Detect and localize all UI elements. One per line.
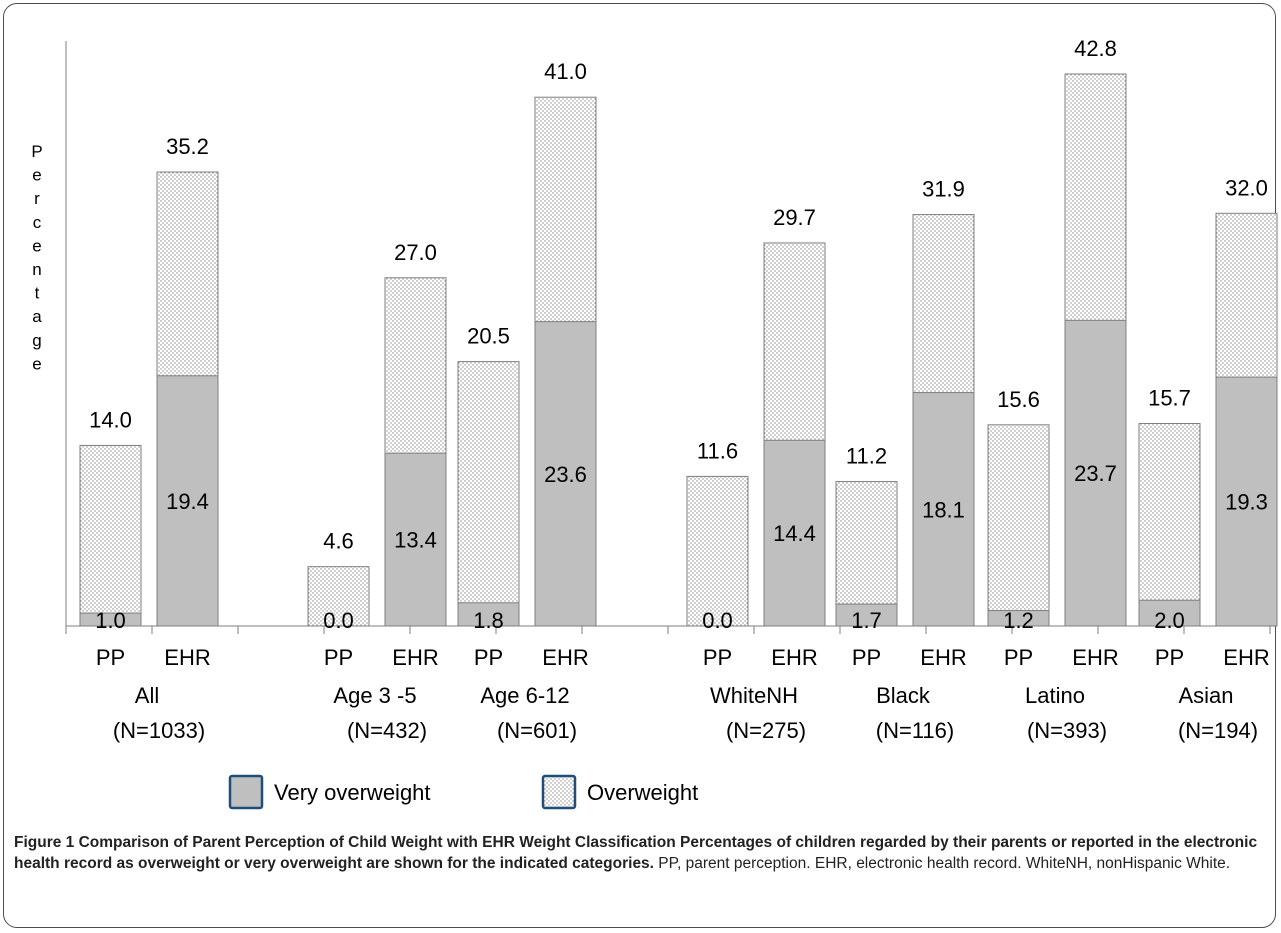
data-label-very-overweight: 0.0 [702, 608, 733, 633]
chart-bars [79, 73, 1278, 627]
group-label: WhiteNH [710, 683, 798, 708]
bar-overweight-latino-pp [987, 424, 1050, 627]
bar-very-overweight-age-3--5-ehr [384, 452, 447, 627]
legend-label: Overweight [587, 780, 698, 805]
data-label-total: 35.2 [166, 134, 209, 159]
data-label-total: 11.2 [846, 444, 887, 469]
x-tick-label: PP [703, 645, 732, 670]
figure-caption: Figure 1 Comparison of Parent Perception… [14, 832, 1266, 874]
caption-title: Figure 1 Comparison of Parent Perception… [14, 834, 1258, 872]
group-label: Latino [1025, 683, 1085, 708]
chart-labels: 14.01.0PP35.219.4EHRAll(N=1033)4.60.0PP2… [89, 36, 1270, 743]
group-n-label: (N=275) [726, 718, 806, 743]
legend-swatch-very-overweight [228, 774, 264, 810]
bar-overweight-all-pp [79, 444, 142, 627]
group-n-label: (N=393) [1027, 718, 1107, 743]
bar-very-overweight-black-pp [835, 603, 898, 627]
x-tick-label: PP [1004, 645, 1033, 670]
y-axis-label-letter: c [33, 213, 42, 232]
data-label-total: 29.7 [773, 205, 816, 230]
y-axis-label-letter: e [32, 236, 41, 255]
y-axis-label-letter: P [31, 142, 42, 161]
chart-legend: Very overweight Overweight [228, 774, 698, 810]
data-label-total: 42.8 [1074, 36, 1117, 61]
bar-very-overweight-age-6-12-pp [457, 602, 520, 627]
x-tick-label: EHR [164, 645, 210, 670]
x-tick-label: EHR [1072, 645, 1118, 670]
group-label: Age 6-12 [480, 683, 569, 708]
data-label-very-overweight: 14.4 [773, 521, 816, 546]
bar-overweight-age-6-12-pp [457, 361, 520, 627]
group-n-label: (N=194) [1178, 718, 1258, 743]
bar-very-overweight-black-ehr [912, 392, 975, 627]
x-tick-label: EHR [920, 645, 966, 670]
bar-very-overweight-age-6-12-ehr [534, 321, 597, 627]
bar-overweight-black-pp [835, 481, 898, 627]
bar-overweight-asian-pp [1138, 423, 1201, 627]
y-axis-label-letter: e [32, 354, 41, 373]
y-axis-label-letter: e [32, 166, 41, 185]
x-tick-label: PP [852, 645, 881, 670]
y-axis-label-letter: a [32, 307, 42, 326]
y-axis-label-letter: n [32, 260, 41, 279]
y-axis-label: Percentage [31, 142, 42, 373]
data-label-total: 32.0 [1225, 175, 1268, 200]
data-label-total: 15.6 [997, 387, 1040, 412]
data-label-very-overweight: 23.7 [1074, 461, 1117, 486]
data-label-very-overweight: 23.6 [544, 462, 587, 487]
bar-very-overweight-latino-pp [987, 610, 1050, 627]
bar-very-overweight-latino-ehr [1064, 319, 1127, 627]
bar-very-overweight-all-pp [79, 612, 142, 627]
data-label-very-overweight: 1.2 [1003, 608, 1034, 633]
data-label-total: 31.9 [922, 177, 965, 202]
y-axis-label-letter: r [34, 189, 40, 208]
group-n-label: (N=601) [497, 718, 577, 743]
bar-overweight-whitenh-pp [686, 475, 749, 627]
data-label-total: 20.5 [467, 324, 510, 349]
caption-text: PP, parent perception. EHR, electronic h… [654, 855, 1231, 872]
group-label: Black [876, 683, 931, 708]
x-tick-label: EHR [1223, 645, 1269, 670]
legend-label: Very overweight [274, 780, 431, 805]
y-axis-label-letter: g [32, 331, 41, 350]
x-tick-label: EHR [771, 645, 817, 670]
bar-overweight-age-3--5-pp [307, 566, 370, 627]
legend-swatch-overweight [541, 774, 577, 810]
x-tick-label: PP [474, 645, 503, 670]
data-label-very-overweight: 18.1 [922, 497, 965, 522]
bar-chart: Percentage 14.01.0PP35.219.4EHRAll(N=103… [31, 36, 1278, 810]
data-label-very-overweight: 19.4 [166, 489, 209, 514]
group-n-label: (N=116) [876, 718, 954, 743]
data-label-very-overweight: 13.4 [394, 528, 437, 553]
data-label-very-overweight: 0.0 [323, 608, 354, 633]
x-tick-label: PP [1155, 645, 1184, 670]
data-label-very-overweight: 2.0 [1154, 608, 1185, 633]
x-tick-label: PP [96, 645, 125, 670]
data-label-very-overweight: 1.0 [95, 608, 126, 633]
bar-very-overweight-asian-pp [1138, 599, 1201, 627]
y-axis-label-letter: t [35, 284, 40, 303]
data-label-total: 15.7 [1148, 386, 1191, 411]
data-label-very-overweight: 19.3 [1225, 490, 1268, 515]
x-tick-label: EHR [392, 645, 438, 670]
data-label-total: 27.0 [394, 240, 437, 265]
data-label-very-overweight: 1.8 [473, 608, 504, 633]
group-n-label: (N=432) [347, 718, 427, 743]
group-n-label: (N=1033) [113, 718, 205, 743]
x-tick-label: PP [324, 645, 353, 670]
group-label: Age 3 -5 [333, 683, 416, 708]
data-label-very-overweight: 1.7 [851, 608, 882, 633]
data-label-total: 14.0 [89, 407, 132, 432]
x-tick-label: EHR [542, 645, 588, 670]
bar-very-overweight-whitenh-ehr [763, 439, 826, 627]
bar-very-overweight-asian-ehr [1215, 376, 1278, 627]
group-label: Asian [1178, 683, 1233, 708]
data-label-total: 11.6 [697, 438, 738, 463]
data-label-total: 4.6 [323, 529, 354, 554]
bar-very-overweight-all-ehr [156, 375, 219, 627]
data-label-total: 41.0 [544, 59, 587, 84]
group-label: All [135, 683, 159, 708]
